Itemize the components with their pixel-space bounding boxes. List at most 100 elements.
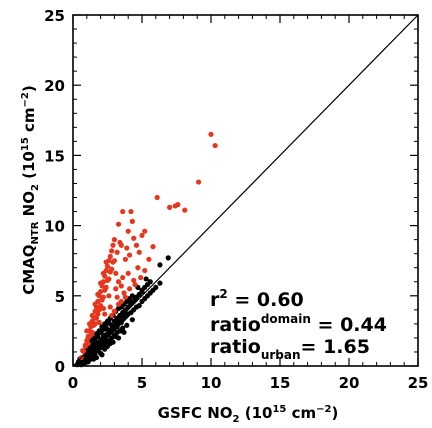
data-point-black [144, 281, 151, 288]
data-point-red [114, 249, 120, 255]
one-to-one-line [72, 14, 419, 367]
axis-ticks: 0 5 10 15 20 25 0 5 10 15 20 25 [44, 7, 428, 392]
data-point-black [136, 291, 142, 297]
data-point-black [95, 333, 101, 340]
data-point-red [142, 267, 148, 274]
data-point-red [95, 291, 101, 297]
data-point-red [111, 237, 117, 243]
data-point-red [131, 277, 137, 283]
data-point-red [109, 248, 115, 254]
data-point-red [111, 308, 117, 314]
data-point-red [120, 274, 126, 281]
data-point-black [91, 340, 97, 347]
data-point-red [82, 342, 89, 348]
data-point-red [102, 311, 108, 317]
data-point-red [118, 298, 124, 305]
data-point-black [129, 317, 135, 323]
data-point-red [182, 207, 188, 213]
data-point-red [113, 270, 119, 276]
data-point-red [208, 131, 214, 137]
y-tick-label: 25 [44, 7, 65, 25]
x-tick-label: 5 [137, 374, 147, 392]
data-point-red [175, 201, 181, 208]
data-point-red [100, 270, 106, 276]
data-point-red [96, 307, 102, 313]
data-point-black [115, 335, 122, 341]
data-point-red [109, 266, 115, 272]
data-point-black [99, 352, 105, 358]
data-point-red [106, 276, 112, 282]
data-point-red [113, 286, 119, 292]
data-point-black [157, 262, 163, 268]
ratio-domain-annotation: ratiodomain = 0.44 [210, 312, 387, 336]
data-point-black [93, 354, 100, 361]
ratio-urban-annotation: ratiourban= 1.65 [210, 336, 370, 362]
y-tick-label: 5 [55, 288, 65, 306]
data-point-red [89, 312, 95, 319]
y-tick-label: 10 [44, 218, 65, 236]
data-point-red [139, 232, 145, 239]
data-point-red [138, 274, 144, 281]
data-point-red [107, 304, 113, 310]
x-tick-label: 25 [408, 374, 429, 392]
data-point-red [121, 290, 127, 296]
data-point-red [110, 259, 116, 265]
data-point-black [102, 346, 108, 352]
data-point-black [129, 293, 135, 299]
data-point-red [115, 279, 122, 285]
plot-frame [72, 14, 419, 367]
data-point-black [165, 255, 171, 261]
data-point-red [167, 204, 173, 210]
data-point-red [142, 228, 148, 234]
data-point-black [104, 326, 111, 333]
data-point-red [118, 242, 124, 248]
data-point-black [136, 303, 142, 309]
data-point-red [126, 252, 133, 258]
data-point-red [84, 328, 90, 334]
data-point-black [88, 356, 94, 362]
data-point-red [96, 319, 102, 326]
data-point-red [131, 235, 137, 241]
x-tick-label: 15 [270, 374, 291, 392]
data-point-black [143, 276, 149, 282]
data-point-red [120, 208, 126, 215]
x-axis-label: GSFC NO2 (1015 cm−2) [158, 404, 339, 425]
data-point-red [132, 281, 138, 288]
r-squared-annotation: r2 = 0.60 [210, 287, 304, 311]
data-point-red [110, 242, 116, 248]
data-point-red [129, 218, 135, 224]
data-point-red [146, 256, 152, 262]
data-point-black [109, 322, 115, 328]
data-point-red [98, 280, 104, 286]
data-point-red [100, 305, 106, 312]
y-tick-label: 15 [44, 147, 65, 165]
data-point-red [103, 259, 109, 265]
data-point-red [128, 208, 134, 215]
data-point-red [92, 301, 98, 307]
data-point-red [103, 284, 109, 290]
data-point-black [121, 329, 127, 335]
data-point-red [106, 293, 112, 299]
y-tick-label: 20 [44, 77, 65, 95]
data-point-red [100, 294, 106, 300]
data-point-black [124, 322, 130, 328]
data-point-red [107, 253, 113, 260]
data-point-red [86, 321, 93, 327]
data-point-red [85, 335, 91, 341]
data-point-red [150, 244, 156, 250]
x-tick-label: 10 [201, 374, 222, 392]
data-point-red [122, 294, 129, 300]
data-point-red [195, 179, 202, 185]
data-point-red [212, 142, 218, 149]
data-points [74, 131, 218, 368]
data-point-red [109, 312, 115, 319]
data-point-red [136, 249, 142, 255]
data-point-black [110, 339, 116, 345]
data-point-red [125, 270, 131, 276]
data-point-black [100, 326, 106, 333]
data-point-red [104, 263, 111, 269]
data-point-red [118, 283, 124, 289]
data-point-red [115, 221, 122, 227]
data-point-red [126, 286, 133, 292]
